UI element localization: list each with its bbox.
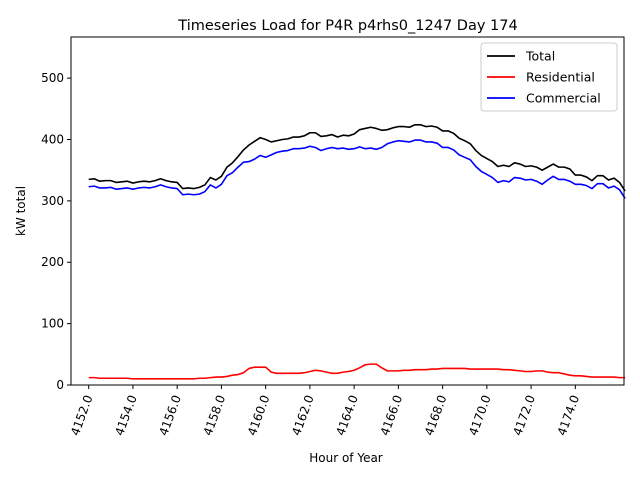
series-line-total (88, 123, 626, 192)
legend-label-total: Total (525, 49, 555, 64)
legend-box (480, 42, 618, 112)
y-tick-label: 300 (41, 194, 64, 208)
y-tick-label: 500 (41, 71, 64, 85)
plot-area-frame (70, 36, 625, 386)
y-tick-label: 400 (41, 132, 64, 146)
legend: Total Residential Commercial (480, 42, 618, 112)
y-axis-label: kW total (14, 186, 28, 236)
series-layer (88, 123, 626, 380)
legend-label-commercial: Commercial (526, 91, 601, 106)
y-tick-label: 0 (56, 378, 64, 392)
legend-label-residential: Residential (526, 70, 595, 85)
y-tick-label: 100 (41, 317, 64, 331)
chart-title: Timeseries Load for P4R p4rhs0_1247 Day … (177, 18, 517, 34)
y-axis: 0 100 200 300 400 500 (41, 71, 71, 392)
x-axis-label: Hour of Year (309, 451, 383, 465)
series-line-residential (88, 363, 626, 380)
series-line-commercial (88, 139, 626, 199)
y-tick-label: 200 (41, 255, 64, 269)
